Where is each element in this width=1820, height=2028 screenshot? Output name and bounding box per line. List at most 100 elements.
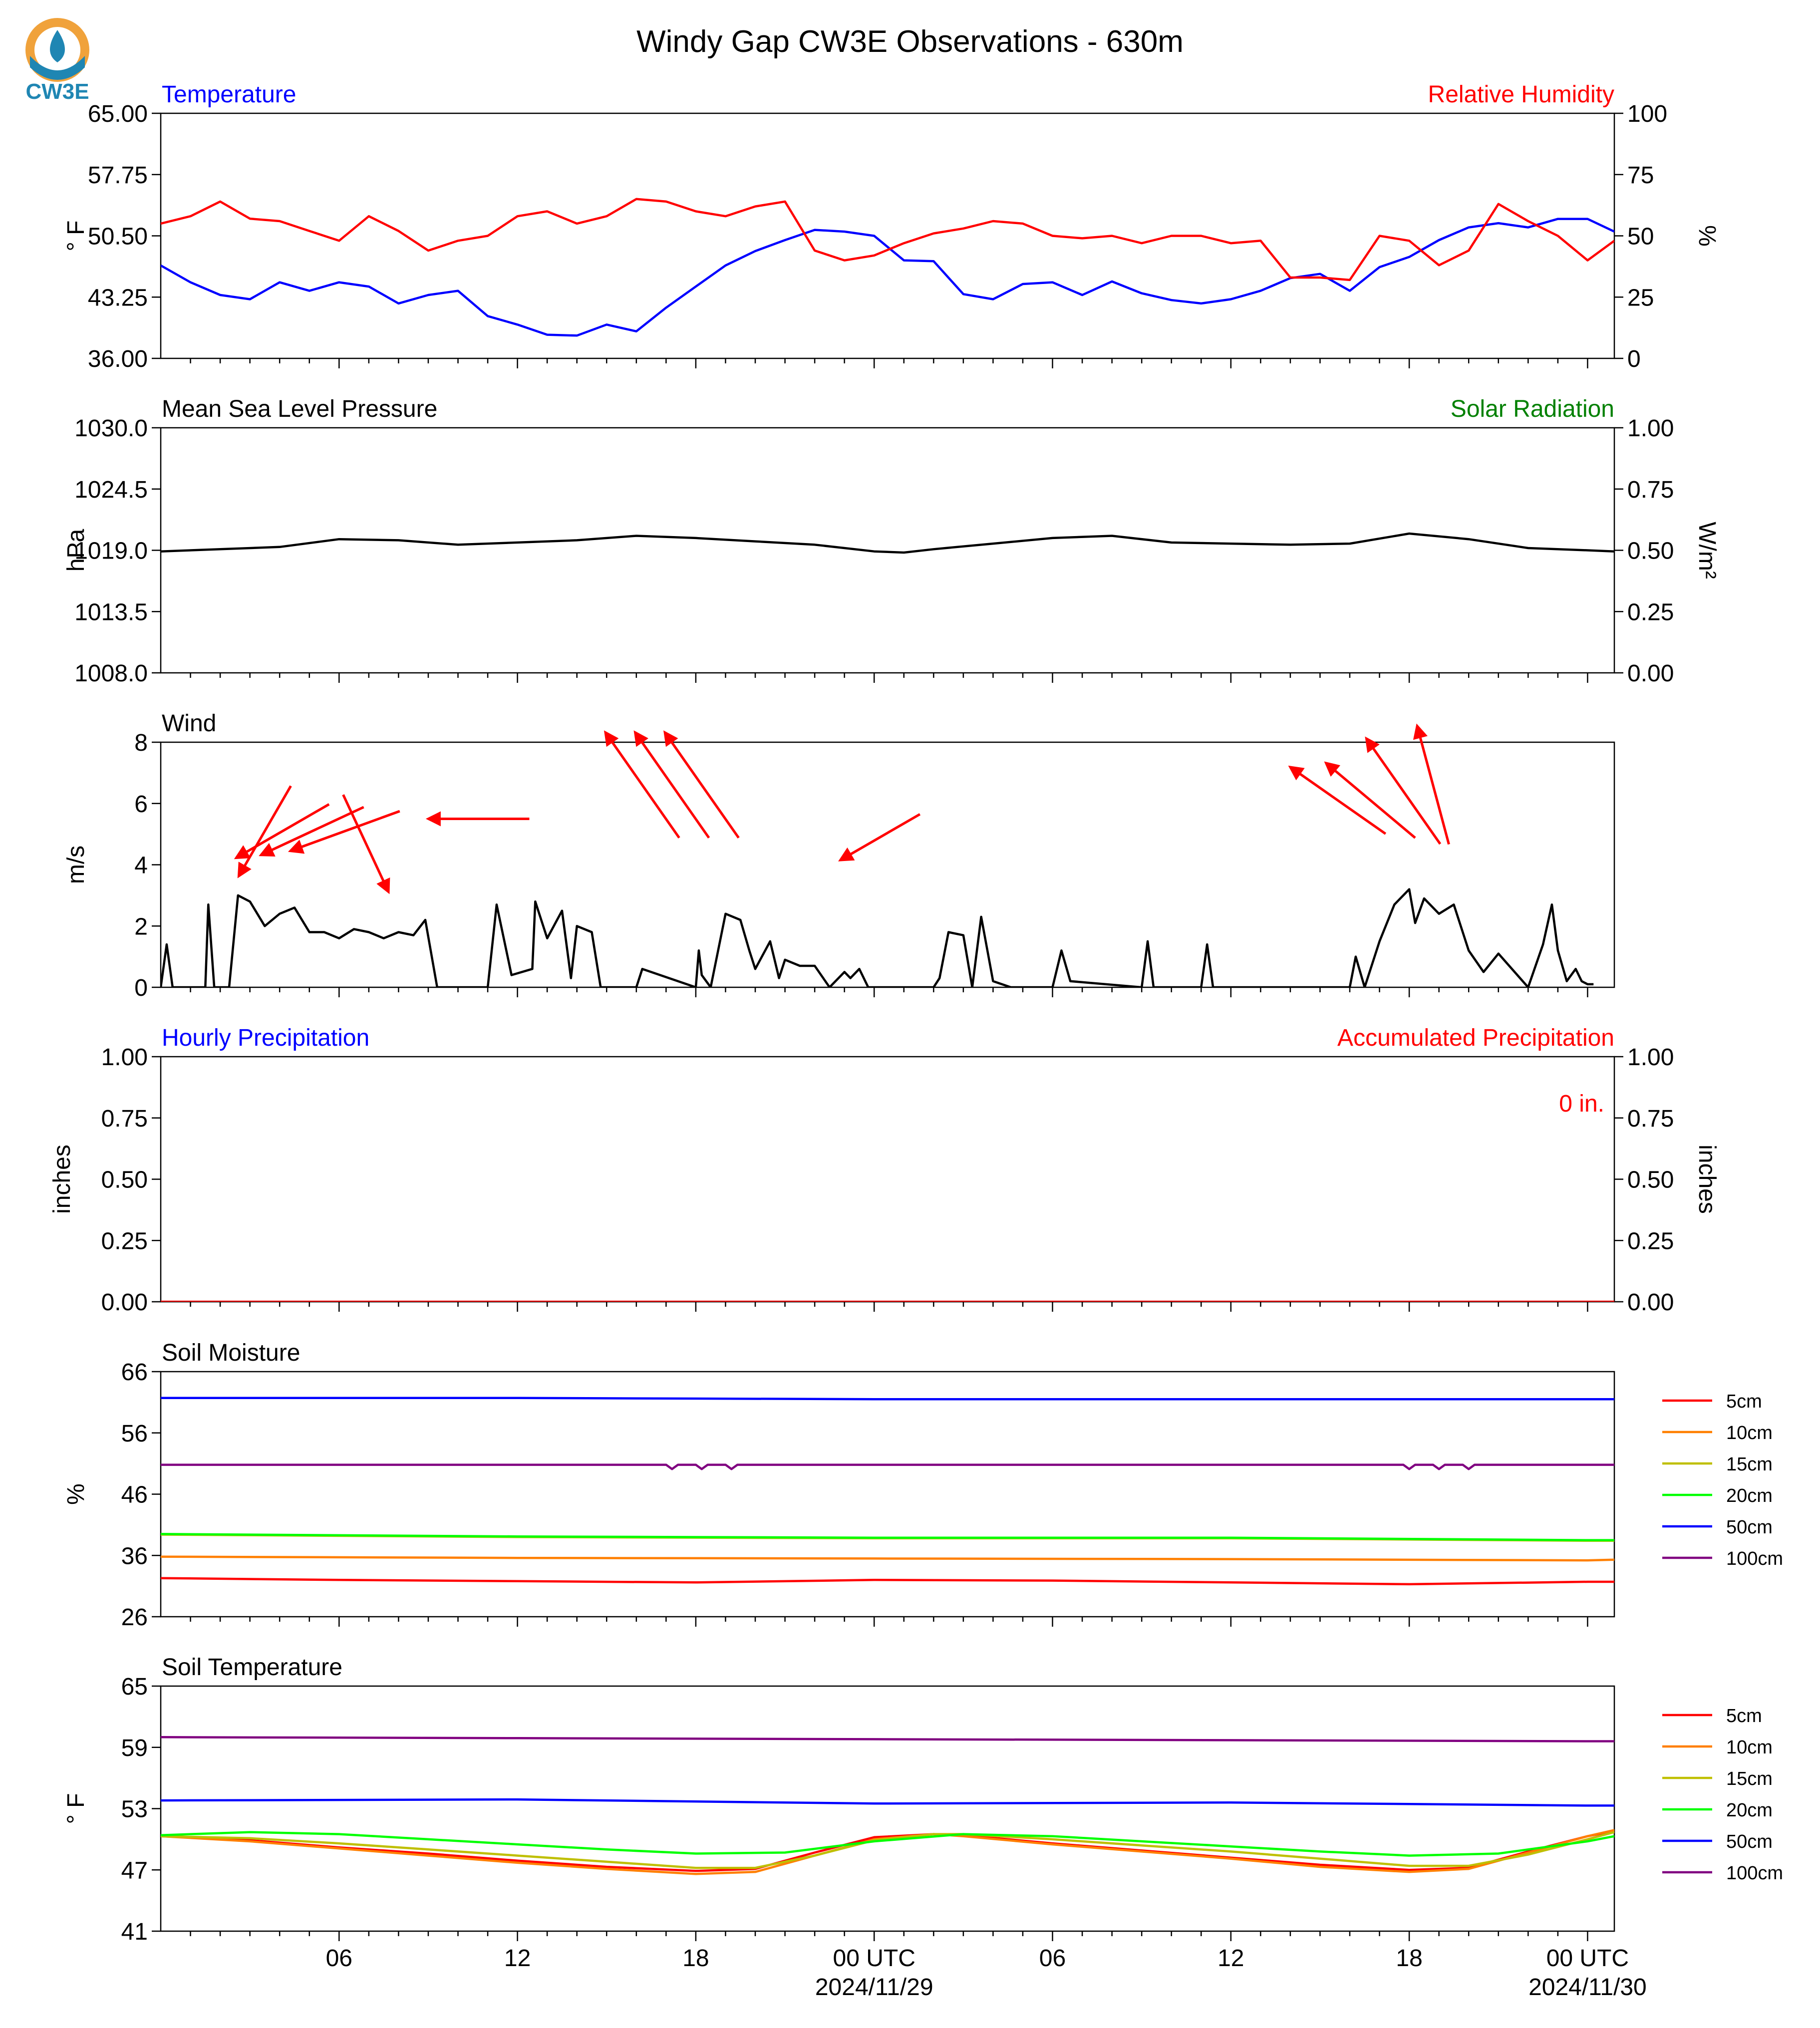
legend-label-50cm: 50cm [1726, 1517, 1773, 1538]
legend-label-5cm: 5cm [1726, 1706, 1762, 1727]
y-axis-label: hPa [63, 529, 89, 572]
x-tick-label: 00 UTC [833, 1945, 915, 1972]
y-axis-label: inches [49, 1145, 75, 1214]
legend-label-10cm: 10cm [1726, 1737, 1773, 1758]
series-line-1 [161, 198, 1614, 282]
x-tick-label: 18 [682, 1945, 709, 1972]
plot-area [161, 888, 1594, 987]
y-right-tick-label: 0 [1627, 346, 1641, 372]
accumulated-total-label: 0 in. [1559, 1091, 1604, 1117]
series-line-15cm [161, 1831, 1614, 1869]
y-tick-label: 36.00 [88, 346, 148, 372]
y-tick-label: 1019.0 [74, 538, 148, 565]
y-right-tick-label: 50 [1627, 224, 1654, 250]
y-tick-label: 8 [134, 730, 148, 756]
y-axis-label: m/s [63, 846, 89, 884]
wind-arrow [1288, 765, 1387, 835]
x-tick-label: 12 [1217, 1945, 1244, 1972]
y-right-tick-label: 100 [1627, 101, 1667, 127]
y-tick-label: 1.00 [101, 1044, 148, 1071]
panel-title-right: Solar Radiation [1451, 396, 1614, 422]
panel-title-left: Mean Sea Level Pressure [162, 396, 437, 422]
y-tick-label: 0 [134, 975, 148, 1001]
panel-title-left: Soil Temperature [162, 1654, 342, 1681]
y-tick-label: 47 [121, 1857, 148, 1884]
y-tick-label: 65 [121, 1674, 148, 1700]
plot-area [161, 1397, 1614, 1586]
series-line-20cm [161, 1831, 1614, 1857]
x-tick-label: 18 [1396, 1945, 1422, 1972]
panel-soil_temperature: 41 47 53 59 65 ° F Soil Temperature 5cm 10cm 15cm… [63, 1654, 1783, 1945]
x-tick-label: 00 UTC [1546, 1945, 1629, 1972]
y-right-tick-label: 0.50 [1627, 1167, 1674, 1193]
wind-arrow [1413, 723, 1450, 845]
legend-label-100cm: 100cm [1726, 1548, 1783, 1569]
panel-title-right: Relative Humidity [1428, 81, 1614, 108]
wind-arrow [342, 794, 390, 894]
series-line-10cm [161, 1555, 1614, 1562]
legend-label-15cm: 15cm [1726, 1454, 1773, 1475]
panel-title-left: Wind [162, 710, 216, 737]
wind-arrow [1324, 761, 1416, 839]
y-tick-label: 57.75 [88, 162, 148, 189]
y-tick-label: 46 [121, 1482, 148, 1508]
y-right-tick-label: 1.00 [1627, 1044, 1674, 1071]
cw3e-logo: CW3E [25, 18, 89, 104]
series-line-0 [161, 888, 1594, 987]
y-right-tick-label: 0.25 [1627, 599, 1674, 625]
x-tick-label: 12 [504, 1945, 531, 1972]
legend-label-20cm: 20cm [1726, 1485, 1773, 1506]
x-date-label: 2024/11/30 [1528, 1974, 1647, 2001]
panel-title-right: Accumulated Precipitation [1337, 1025, 1614, 1051]
y-right-tick-label: 25 [1627, 285, 1654, 311]
panel-title-left: Temperature [162, 81, 296, 108]
series-line-50cm [161, 1397, 1614, 1401]
wind-arrow [633, 730, 710, 839]
series-line-20cm [161, 1533, 1614, 1541]
y-tick-label: 26 [121, 1604, 148, 1631]
series-line-100cm [161, 1463, 1614, 1470]
y-tick-label: 0.00 [101, 1289, 148, 1316]
y-tick-label: 36 [121, 1543, 148, 1569]
y-right-tick-label: 0.00 [1627, 660, 1674, 687]
legend-label-10cm: 10cm [1726, 1423, 1773, 1444]
series-line-0 [161, 532, 1614, 554]
y-right-axis-label: W/m² [1694, 522, 1720, 579]
y-tick-label: 6 [134, 791, 148, 818]
legend-label-50cm: 50cm [1726, 1831, 1773, 1852]
y-right-tick-label: 0.50 [1627, 538, 1674, 565]
y-tick-label: 1030.0 [74, 415, 148, 442]
logo-text: CW3E [25, 79, 89, 104]
y-right-axis-label: % [1694, 225, 1720, 247]
series-line-50cm [161, 1798, 1614, 1807]
y-tick-label: 4 [134, 853, 148, 879]
wind-arrow [663, 730, 740, 839]
y-tick-label: 2 [134, 913, 148, 940]
wind-arrow [838, 813, 921, 862]
y-axis-label: ° F [63, 221, 89, 252]
y-tick-label: 59 [121, 1735, 148, 1761]
legend: 5cm 10cm 15cm 20cm 50cm 100cm [1662, 1706, 1783, 1884]
wind-arrow [234, 803, 330, 860]
x-tick-label: 06 [1039, 1945, 1066, 1972]
y-right-tick-label: 1.00 [1627, 415, 1674, 442]
series-line-100cm [161, 1736, 1614, 1742]
panel-title-left: Soil Moisture [162, 1340, 300, 1366]
panel-title-left: Hourly Precipitation [162, 1025, 369, 1051]
wind-arrow [1365, 736, 1442, 845]
y-right-tick-label: 0.75 [1627, 477, 1674, 503]
y-tick-label: 1024.5 [74, 477, 148, 503]
y-tick-label: 53 [121, 1796, 148, 1823]
wind-arrow [288, 810, 400, 854]
plot-area [161, 198, 1614, 337]
plot-area [161, 532, 1614, 554]
legend-label-20cm: 20cm [1726, 1800, 1773, 1821]
wind-arrow [259, 806, 364, 857]
y-right-axis-label: inches [1694, 1145, 1720, 1214]
y-axis-label: ° F [63, 1793, 89, 1824]
y-tick-label: 66 [121, 1359, 148, 1386]
legend-label-15cm: 15cm [1726, 1768, 1773, 1789]
y-right-tick-label: 0.75 [1627, 1106, 1674, 1132]
